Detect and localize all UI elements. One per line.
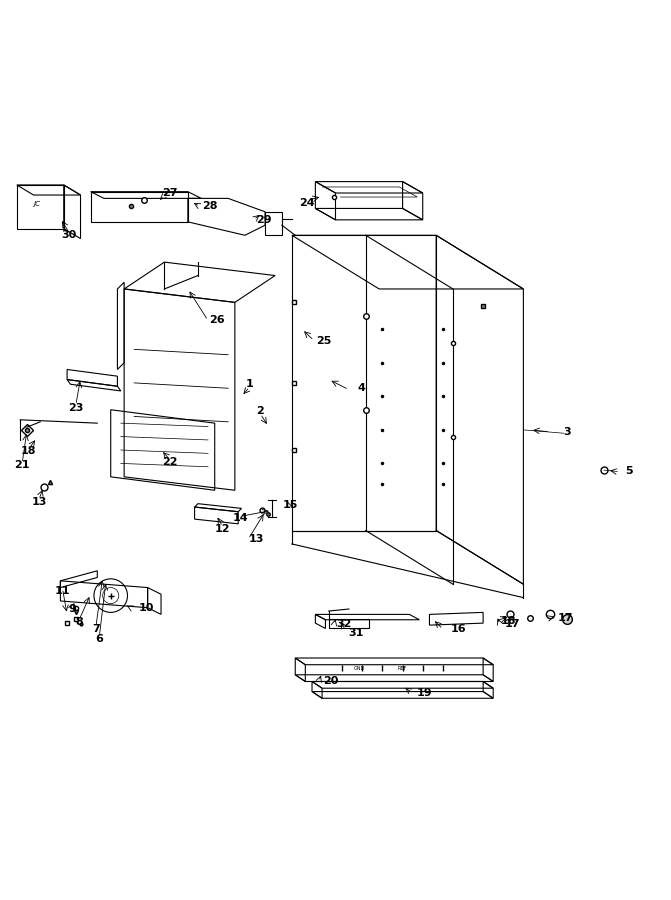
Text: REF: REF (398, 666, 407, 671)
Text: 7: 7 (92, 625, 100, 634)
Text: 1: 1 (246, 379, 254, 389)
Text: 13: 13 (32, 498, 46, 508)
Text: 9: 9 (68, 604, 76, 614)
Text: 20: 20 (323, 677, 338, 687)
Text: 4: 4 (357, 383, 365, 393)
Text: 10: 10 (139, 603, 154, 613)
Text: JC: JC (34, 202, 40, 207)
Text: 11: 11 (54, 586, 70, 596)
Text: 18: 18 (501, 616, 517, 626)
Text: 18: 18 (21, 446, 37, 456)
Text: 29: 29 (256, 215, 272, 225)
Text: 23: 23 (68, 402, 83, 413)
Text: 24: 24 (299, 198, 315, 208)
Text: 8: 8 (75, 617, 83, 627)
Text: 5: 5 (625, 466, 633, 476)
Text: 3: 3 (563, 427, 571, 436)
Text: 30: 30 (62, 230, 76, 240)
Text: 31: 31 (348, 627, 363, 637)
Text: 25: 25 (317, 336, 331, 346)
Text: 13: 13 (249, 535, 264, 544)
Text: 16: 16 (450, 625, 466, 634)
Text: 6: 6 (95, 634, 103, 644)
Text: 14: 14 (232, 513, 248, 524)
Text: 32: 32 (337, 619, 352, 629)
Text: 21: 21 (14, 460, 30, 470)
Text: 28: 28 (202, 202, 218, 211)
Text: 15: 15 (283, 500, 298, 510)
Text: 22: 22 (162, 457, 178, 467)
Text: 17: 17 (504, 619, 520, 629)
Text: 19: 19 (417, 688, 433, 698)
Text: 2: 2 (256, 406, 264, 416)
Text: 26: 26 (209, 316, 225, 326)
Text: 27: 27 (162, 188, 178, 198)
Text: 12: 12 (215, 524, 231, 535)
Text: 17: 17 (558, 613, 574, 623)
Text: GND: GND (354, 666, 364, 671)
